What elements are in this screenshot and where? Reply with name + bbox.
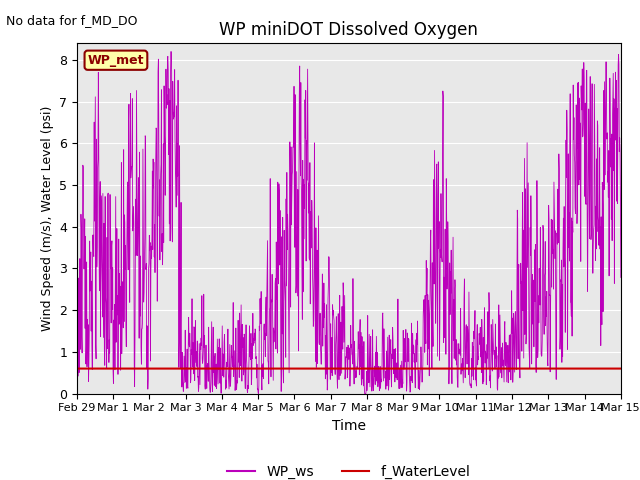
Text: WP_met: WP_met — [88, 54, 144, 67]
Line: WP_ws: WP_ws — [77, 51, 621, 394]
X-axis label: Time: Time — [332, 419, 366, 433]
Title: WP miniDOT Dissolved Oxygen: WP miniDOT Dissolved Oxygen — [220, 21, 478, 39]
Y-axis label: Wind Speed (m/s), Water Level (psi): Wind Speed (m/s), Water Level (psi) — [40, 106, 54, 331]
Legend: WP_ws, f_WaterLevel: WP_ws, f_WaterLevel — [221, 459, 476, 480]
Text: No data for f_MD_DO: No data for f_MD_DO — [6, 14, 138, 27]
